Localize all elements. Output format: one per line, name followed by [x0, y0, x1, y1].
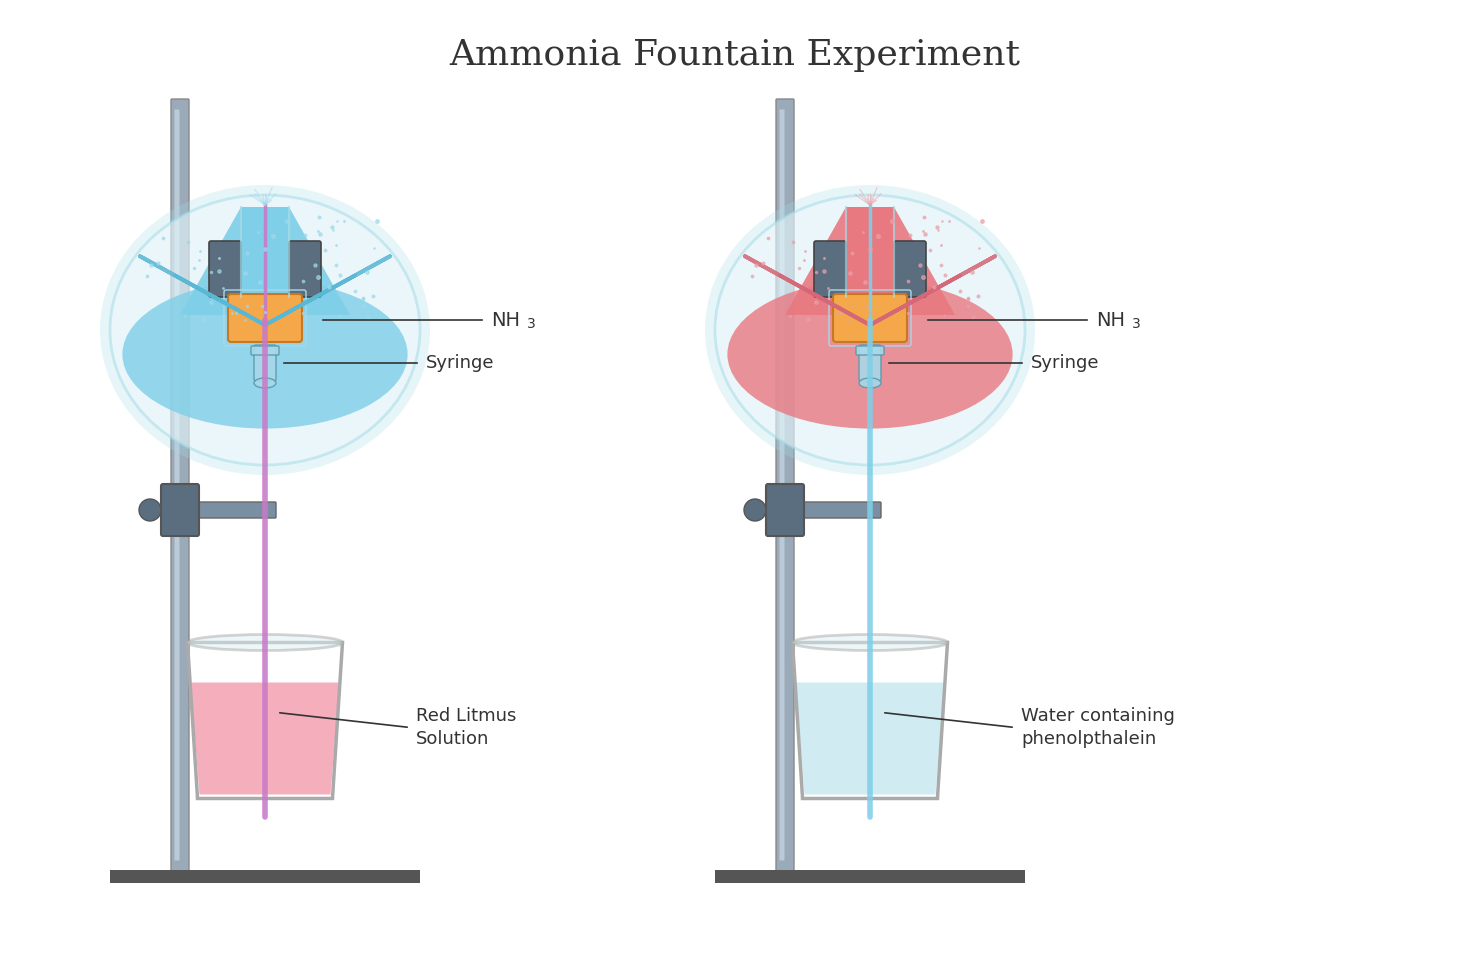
Ellipse shape: [714, 195, 1025, 465]
FancyBboxPatch shape: [162, 484, 198, 536]
FancyBboxPatch shape: [833, 294, 907, 342]
Polygon shape: [191, 682, 340, 795]
Ellipse shape: [188, 634, 343, 651]
Ellipse shape: [100, 185, 431, 475]
FancyBboxPatch shape: [814, 241, 847, 297]
FancyBboxPatch shape: [187, 502, 276, 518]
Text: Syringe: Syringe: [1030, 354, 1100, 372]
Circle shape: [140, 499, 162, 521]
Text: NH: NH: [491, 311, 520, 329]
Ellipse shape: [792, 634, 948, 651]
FancyBboxPatch shape: [209, 241, 241, 297]
FancyBboxPatch shape: [792, 502, 881, 518]
Polygon shape: [795, 682, 945, 795]
Text: Syringe: Syringe: [426, 354, 494, 372]
FancyBboxPatch shape: [856, 346, 883, 355]
FancyBboxPatch shape: [110, 870, 420, 883]
FancyBboxPatch shape: [714, 870, 1025, 883]
Ellipse shape: [254, 378, 276, 388]
FancyBboxPatch shape: [228, 294, 301, 342]
Text: Ammonia Fountain Experiment: Ammonia Fountain Experiment: [450, 38, 1020, 72]
FancyBboxPatch shape: [779, 110, 785, 860]
Ellipse shape: [110, 195, 420, 465]
FancyBboxPatch shape: [290, 241, 320, 297]
Ellipse shape: [728, 280, 1013, 428]
Text: 3: 3: [1132, 317, 1141, 331]
Text: NH: NH: [1097, 311, 1125, 329]
Circle shape: [744, 499, 766, 521]
FancyBboxPatch shape: [894, 241, 926, 297]
FancyBboxPatch shape: [776, 99, 794, 871]
FancyBboxPatch shape: [766, 484, 804, 536]
Polygon shape: [785, 207, 956, 315]
FancyBboxPatch shape: [171, 99, 190, 871]
Ellipse shape: [706, 185, 1035, 475]
Ellipse shape: [858, 378, 881, 388]
Text: Water containing
phenolpthalein: Water containing phenolpthalein: [1022, 707, 1175, 748]
Text: 3: 3: [528, 317, 535, 331]
Ellipse shape: [122, 280, 407, 428]
Polygon shape: [179, 207, 350, 315]
FancyBboxPatch shape: [241, 207, 290, 297]
FancyBboxPatch shape: [175, 110, 179, 860]
FancyBboxPatch shape: [251, 346, 279, 355]
FancyBboxPatch shape: [858, 345, 881, 381]
FancyBboxPatch shape: [847, 207, 894, 297]
Text: Red Litmus
Solution: Red Litmus Solution: [416, 707, 516, 748]
FancyBboxPatch shape: [254, 345, 276, 381]
